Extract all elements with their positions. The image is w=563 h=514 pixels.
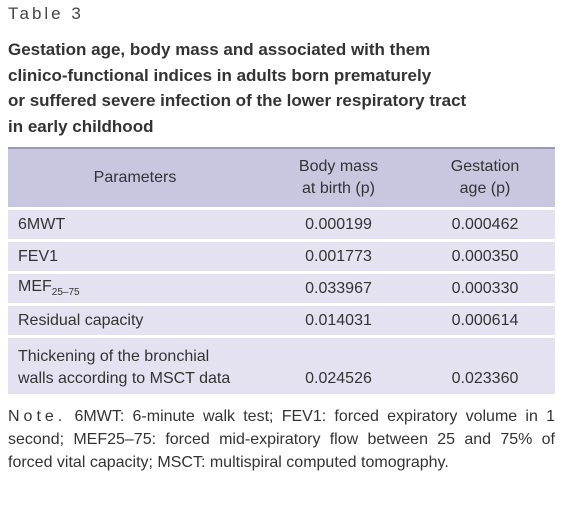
note-text: 6MWT: 6-minute walk test; FEV1: forced e… — [8, 408, 555, 471]
cell: 0.000199 — [262, 207, 415, 241]
row: MEF25–75 0.033967 0.000330 — [8, 271, 555, 305]
cell: 6MWT — [8, 207, 262, 241]
cell: FEV1 — [8, 239, 262, 273]
cell-sub: 25–75 — [51, 287, 80, 299]
row: Thickening of the bronchial walls accordi… — [8, 335, 555, 394]
cell-line: walls according to MSCT data — [18, 370, 231, 387]
title-line: or suffered severe infection of the lowe… — [8, 91, 467, 110]
cell: 0.001773 — [262, 239, 415, 273]
cell: Residual capacity — [8, 303, 262, 337]
header-line: at birth (p) — [302, 180, 375, 197]
header-line: age (p) — [459, 180, 511, 197]
header-cell: Parameters — [8, 147, 262, 209]
cell-main: MEF — [18, 278, 52, 296]
header-row: Parameters Body mass at birth (p) Gestati… — [8, 147, 555, 209]
cell: 0.000330 — [415, 271, 555, 305]
cell-line: Thickening of the bronchial — [18, 348, 210, 365]
row: FEV1 0.001773 0.000350 — [8, 239, 555, 273]
header-line: Body mass — [298, 158, 379, 175]
cell: 0.024526 — [262, 335, 415, 394]
data-table: Parameters Body mass at birth (p) Gestati… — [8, 147, 555, 394]
cell: 0.023360 — [415, 335, 555, 394]
title-line: Gestation age, body mass and associated … — [8, 40, 431, 59]
title-line: in early childhood — [8, 116, 154, 136]
title-line: clinico-functional indices in adults bor… — [8, 65, 432, 85]
header-cell: Body mass at birth (p) — [262, 147, 415, 209]
note-label: Note. — [8, 408, 67, 425]
table-label: Table 3 — [8, 4, 84, 23]
cell: 0.014031 — [262, 303, 415, 337]
cell: Thickening of the bronchial walls accordi… — [8, 335, 262, 394]
cell: 0.000462 — [415, 207, 555, 241]
header-cell: Gestation age (p) — [415, 147, 555, 209]
header-line: Gestation — [450, 158, 520, 175]
row: 6MWT 0.000199 0.000462 — [8, 207, 555, 241]
cell: 0.000614 — [415, 303, 555, 337]
row: Residual capacity 0.014031 0.000614 — [8, 303, 555, 337]
cell: 0.000350 — [415, 239, 555, 273]
table-title: Gestation age, body mass and associated … — [8, 37, 558, 139]
note: Note. 6MWT: 6-minute walk test; FEV1: fo… — [8, 405, 555, 474]
cell: MEF25–75 — [8, 271, 262, 305]
cell: 0.033967 — [262, 271, 415, 305]
